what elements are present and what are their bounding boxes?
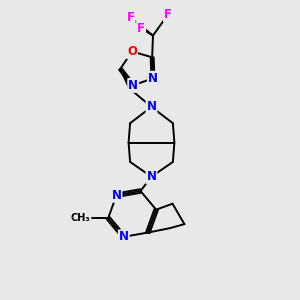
Text: N: N — [119, 230, 129, 243]
Text: O: O — [127, 45, 137, 58]
Text: N: N — [146, 170, 157, 183]
Text: CH₃: CH₃ — [71, 213, 90, 223]
Text: F: F — [137, 22, 145, 34]
Text: N: N — [128, 79, 138, 92]
Text: F: F — [164, 8, 172, 21]
Text: F: F — [127, 11, 135, 24]
Text: N: N — [112, 189, 122, 202]
Text: N: N — [146, 100, 157, 113]
Text: N: N — [148, 72, 158, 85]
